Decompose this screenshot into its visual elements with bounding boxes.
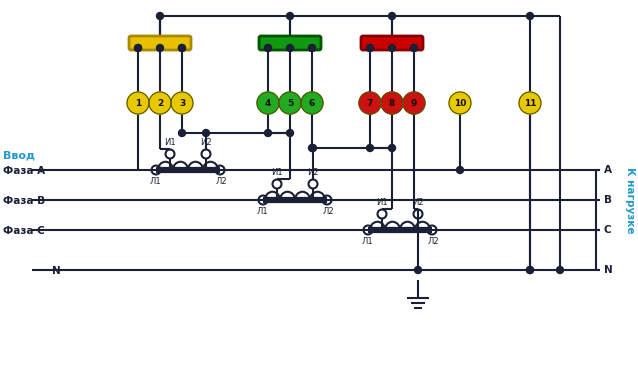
Text: N: N (52, 266, 61, 276)
Text: Фаза A: Фаза A (3, 166, 45, 176)
Circle shape (526, 267, 533, 274)
Circle shape (265, 130, 272, 137)
Circle shape (179, 45, 186, 52)
Text: 4: 4 (265, 99, 271, 107)
Text: C: C (604, 225, 612, 235)
Circle shape (359, 92, 381, 114)
Circle shape (309, 45, 316, 52)
Circle shape (286, 130, 293, 137)
Text: 7: 7 (367, 99, 373, 107)
Circle shape (526, 12, 533, 19)
Circle shape (449, 92, 471, 114)
FancyBboxPatch shape (361, 36, 423, 50)
Text: И1: И1 (164, 138, 176, 147)
Text: Л2: Л2 (322, 207, 334, 216)
Circle shape (415, 267, 422, 274)
Circle shape (403, 92, 425, 114)
Circle shape (135, 45, 142, 52)
Text: N: N (604, 265, 612, 275)
Circle shape (366, 45, 373, 52)
Circle shape (381, 92, 403, 114)
Circle shape (389, 12, 396, 19)
Circle shape (309, 45, 316, 52)
Text: Фаза B: Фаза B (3, 196, 45, 206)
Circle shape (156, 45, 163, 52)
Circle shape (179, 130, 186, 137)
Text: 5: 5 (287, 99, 293, 107)
Circle shape (127, 92, 149, 114)
Circle shape (171, 92, 193, 114)
FancyBboxPatch shape (129, 36, 191, 50)
Circle shape (366, 45, 373, 52)
Text: 8: 8 (389, 99, 395, 107)
Text: Л2: Л2 (215, 177, 227, 186)
Circle shape (265, 45, 272, 52)
Text: 10: 10 (454, 99, 466, 107)
Text: Л1: Л1 (256, 207, 268, 216)
Circle shape (389, 45, 396, 52)
Circle shape (179, 45, 186, 52)
Text: Л2: Л2 (427, 237, 439, 246)
Circle shape (202, 130, 209, 137)
Circle shape (309, 144, 316, 151)
Circle shape (457, 166, 463, 173)
Text: 6: 6 (309, 99, 315, 107)
Text: B: B (604, 195, 612, 205)
Circle shape (156, 12, 163, 19)
Circle shape (309, 144, 316, 151)
Circle shape (556, 267, 563, 274)
Text: 1: 1 (135, 99, 141, 107)
Text: 3: 3 (179, 99, 185, 107)
Circle shape (366, 144, 373, 151)
Circle shape (286, 12, 293, 19)
Circle shape (519, 92, 541, 114)
Text: И2: И2 (412, 198, 424, 207)
Circle shape (149, 92, 171, 114)
FancyBboxPatch shape (259, 36, 321, 50)
Text: К нагрузке: К нагрузке (625, 167, 635, 233)
Text: И1: И1 (376, 198, 388, 207)
Text: И2: И2 (307, 168, 319, 177)
Circle shape (410, 45, 417, 52)
Circle shape (410, 45, 417, 52)
Circle shape (135, 45, 142, 52)
Text: Фаза C: Фаза C (3, 226, 45, 236)
Text: И2: И2 (200, 138, 212, 147)
Text: 2: 2 (157, 99, 163, 107)
Text: Л1: Л1 (149, 177, 161, 186)
Text: 9: 9 (411, 99, 417, 107)
Circle shape (301, 92, 323, 114)
Circle shape (279, 92, 301, 114)
Text: И1: И1 (271, 168, 283, 177)
Text: 11: 11 (524, 99, 537, 107)
Circle shape (265, 45, 272, 52)
Text: A: A (604, 165, 612, 175)
Text: Л1: Л1 (361, 237, 373, 246)
Text: Ввод: Ввод (3, 151, 35, 161)
Circle shape (286, 45, 293, 52)
Circle shape (257, 92, 279, 114)
Circle shape (389, 144, 396, 151)
Circle shape (526, 267, 533, 274)
